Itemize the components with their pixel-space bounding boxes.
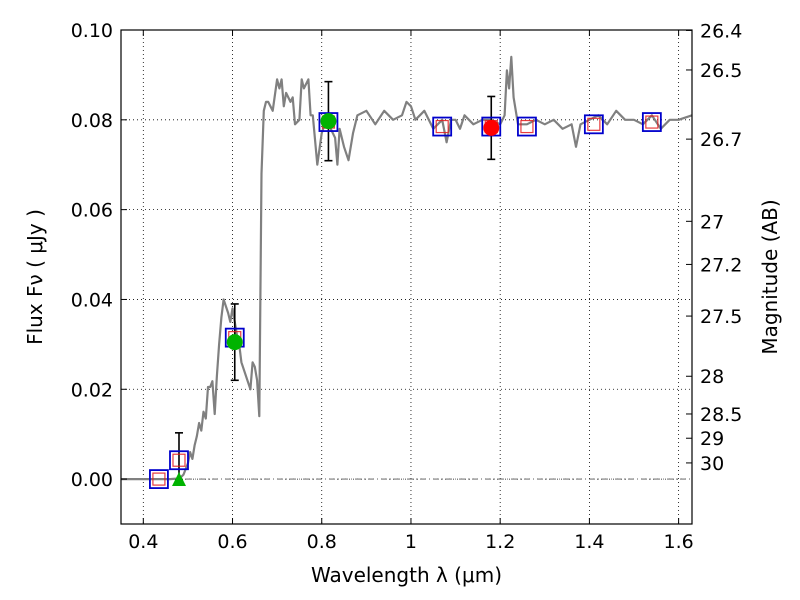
- model-point: [517, 116, 537, 137]
- model-point: [149, 469, 169, 489]
- ticks: 0.4 0.6 0.8 1 1.2 1.4 1.6 0.00 0.02 0.04 0.06 0.08 0…: [71, 20, 743, 553]
- x-tick-label: 0.8: [307, 531, 337, 553]
- y-axis-label-right: Magnitude (AB): [758, 199, 782, 354]
- model-point: [641, 112, 662, 132]
- detection-point-green: [320, 113, 337, 130]
- y-axis-label-left: Flux Fν ( μJy ): [23, 209, 47, 345]
- y-tick-label: 0.00: [71, 469, 113, 491]
- right-tick-label: 26.5: [700, 60, 742, 82]
- y-tick-label: 0.04: [71, 289, 113, 311]
- model-square-inner: [645, 115, 659, 129]
- right-tick-label: 27.5: [700, 306, 742, 328]
- model-square-outer: [432, 116, 453, 137]
- model-square-outer: [318, 112, 339, 132]
- labels: Wavelength λ (μm) Flux Fν ( μJy ) Magnit…: [23, 199, 782, 587]
- x-tick-label: 0.6: [217, 531, 247, 553]
- model-square-inner: [172, 453, 186, 467]
- right-tick-label: 28.5: [700, 404, 742, 426]
- model-square-inner: [587, 117, 601, 131]
- model-square-outer: [169, 450, 189, 471]
- y-tick-label: 0.10: [71, 20, 113, 42]
- right-tick-label: 27.2: [700, 254, 742, 276]
- x-tick-label: 1.6: [664, 531, 694, 553]
- model-point: [583, 114, 604, 135]
- model-square-inner: [152, 472, 166, 486]
- model-point: [169, 450, 189, 471]
- model-point: [432, 116, 453, 137]
- right-tick-label: 30: [700, 453, 724, 475]
- markers: [149, 80, 662, 489]
- right-tick-label: 26.4: [700, 20, 742, 42]
- upper-limit-triangle: [171, 471, 186, 486]
- x-axis-label: Wavelength λ (μm): [311, 563, 502, 587]
- y-tick-label: 0.06: [71, 200, 113, 222]
- model-square-inner: [520, 119, 534, 134]
- model-square-outer: [149, 469, 169, 489]
- x-tick-label: 1: [405, 531, 417, 553]
- model-square-inner: [435, 119, 449, 134]
- x-tick-label: 1.4: [574, 531, 604, 553]
- right-tick-label: 26.7: [700, 129, 742, 151]
- detection-point-green: [226, 334, 243, 351]
- model-square-outer: [583, 114, 604, 135]
- x-tick-label: 1.2: [485, 531, 515, 553]
- model-square-outer: [641, 112, 662, 132]
- right-tick-label: 28: [700, 366, 724, 388]
- plot-frame: [120, 29, 693, 525]
- y-tick-label: 0.08: [71, 110, 113, 132]
- y-tick-label: 0.02: [71, 379, 113, 401]
- axes-frame: [120, 29, 693, 525]
- right-tick-label: 27: [700, 211, 724, 233]
- right-tick-label: 29: [700, 428, 724, 450]
- model-square-outer: [517, 116, 537, 137]
- detection-point-red: [483, 119, 500, 136]
- x-tick-label: 0.4: [128, 531, 158, 553]
